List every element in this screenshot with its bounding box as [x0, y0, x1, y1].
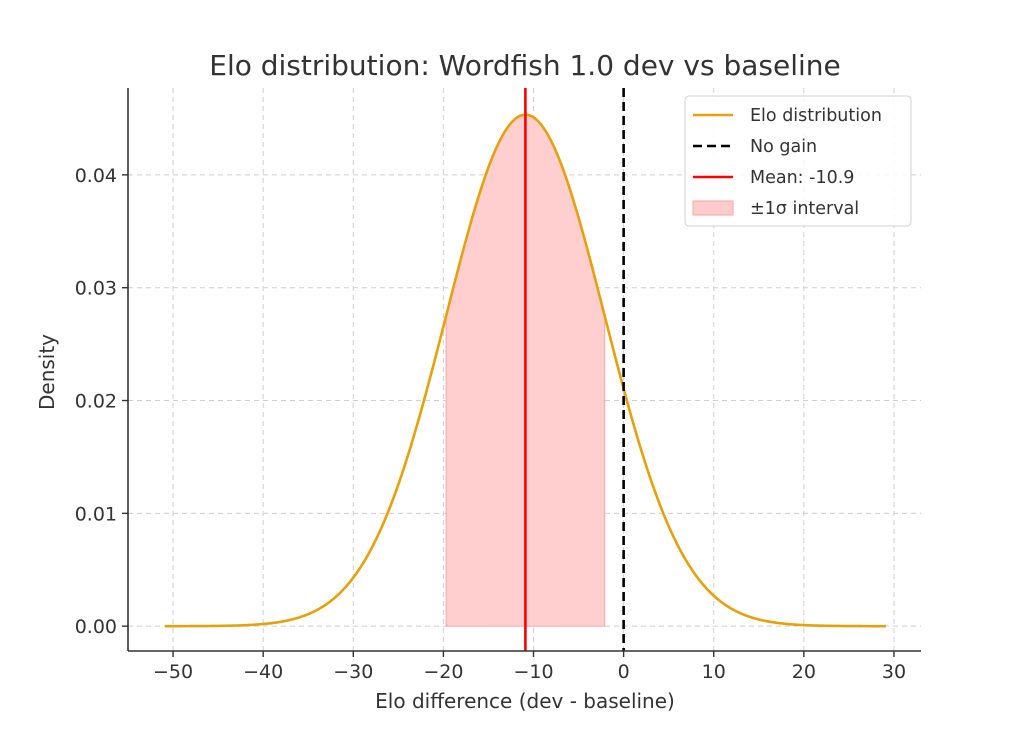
- x-tick-label: −20: [423, 661, 463, 683]
- legend-entry: Elo distribution: [693, 106, 882, 126]
- legend-label: ±1σ interval: [750, 199, 859, 219]
- x-tick-label: −30: [333, 661, 373, 683]
- legend-box: [684, 95, 912, 227]
- y-axis-label: Density: [35, 334, 59, 410]
- axes: −50 −40 −30 −20 −10 0 10 20 30 0.00 0.01 0.02 0.03 0.…: [75, 88, 921, 683]
- legend: Elo distribution No gain Mean: -10.9 ±1σ in…: [684, 95, 912, 227]
- y-tick-label: 0.00: [75, 616, 117, 638]
- x-tick-label: 20: [792, 661, 816, 683]
- x-tick-label: 10: [702, 661, 726, 683]
- y-tick-label: 0.02: [75, 391, 117, 413]
- x-tick-label: −50: [153, 661, 193, 683]
- x-axis-label: Elo difference (dev - baseline): [375, 689, 675, 713]
- x-tick-label: −10: [513, 661, 553, 683]
- legend-entry: No gain: [693, 137, 817, 157]
- y-tick-label: 0.04: [75, 165, 117, 187]
- x-tick-label: −40: [243, 661, 283, 683]
- legend-label: No gain: [750, 137, 817, 157]
- y-tick-label: 0.03: [75, 278, 117, 300]
- legend-swatch: [692, 200, 734, 216]
- x-tick-label: 0: [618, 661, 630, 683]
- legend-label: Mean: -10.9: [750, 168, 854, 188]
- legend-label: Elo distribution: [750, 106, 882, 126]
- legend-entry: Mean: -10.9: [693, 168, 854, 188]
- chart-title: Elo distribution: Wordfish 1.0 dev vs ba…: [209, 49, 840, 82]
- legend-entry: ±1σ interval: [692, 199, 859, 219]
- y-tick-label: 0.01: [75, 503, 117, 525]
- x-tick-label: 30: [882, 661, 906, 683]
- plot-area: [164, 88, 886, 651]
